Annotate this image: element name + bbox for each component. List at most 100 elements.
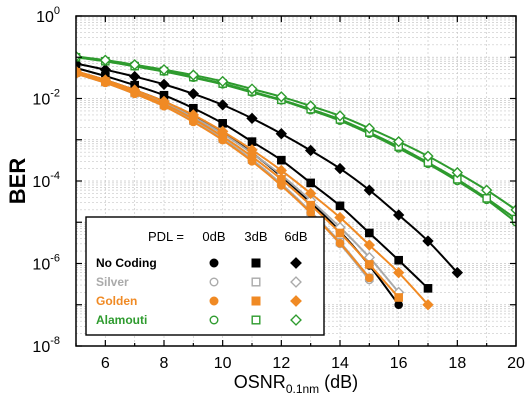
data-point-golden-6db	[128, 84, 141, 96]
data-point-golden-3db	[365, 260, 374, 269]
data-point-golden-6db	[334, 211, 346, 224]
y-tick-label-base: 10	[32, 339, 50, 356]
data-point-no-coding-6db	[275, 128, 288, 140]
legend-box	[85, 216, 325, 336]
series-golden-6db	[76, 65, 434, 311]
y-tick-label: 10-4	[32, 170, 60, 191]
data-point-alamouti-6db	[246, 83, 258, 95]
data-point-alamouti-6db	[422, 150, 434, 162]
axis-ticks	[75, 15, 517, 347]
data-point-alamouti-6db	[480, 184, 493, 196]
data-point-no-coding-6db	[128, 70, 141, 83]
legend-marker-circle	[209, 296, 219, 306]
data-point-golden-6db	[422, 299, 434, 311]
data-point-alamouti-6db	[187, 69, 200, 81]
legend-marker-square	[251, 296, 261, 306]
data-point-golden-0db	[365, 273, 374, 283]
y-tick-label-exponent: -2	[50, 88, 60, 100]
data-point-no-coding-3db	[335, 201, 345, 211]
data-point-alamouti-3db	[511, 214, 516, 224]
data-point-no-coding-6db	[422, 235, 434, 247]
data-point-golden-6db	[363, 239, 376, 251]
legend: PDL = 0dB 3dB 6dB No Coding Silver Golden Alamo…	[85, 216, 325, 336]
data-point-alamouti-6db	[128, 59, 141, 71]
y-tick-label-exponent: -4	[50, 170, 60, 182]
data-point-alamouti-6db	[363, 122, 376, 134]
data-point-golden-6db	[187, 109, 200, 121]
data-point-alamouti-6db	[76, 50, 82, 63]
data-point-no-coding-6db	[304, 144, 317, 157]
x-tick-label: 18	[448, 355, 466, 372]
x-tick-labels: 6 8 10 12 14 16 18 20	[101, 355, 525, 372]
data-point-golden-3db	[335, 228, 345, 238]
legend-marker-diamond	[290, 295, 302, 307]
data-point-alamouti-6db	[510, 204, 516, 216]
y-tick-label: 10-2	[32, 88, 60, 109]
series-line-alamouti-3db	[76, 56, 516, 220]
data-point-alamouti-6db	[392, 135, 405, 148]
x-axis-label-unit: (dB)	[324, 372, 358, 392]
y-tick-label-exponent: 0	[54, 5, 60, 17]
y-tick-label-base: 10	[32, 92, 50, 109]
data-point-golden-6db	[392, 266, 405, 279]
series-line-alamouti-6db	[76, 55, 516, 211]
y-tick-label-base: 10	[32, 174, 50, 191]
data-point-golden-6db	[246, 144, 258, 156]
legend-row-label: Silver	[96, 275, 129, 289]
legend-row-label: Golden	[96, 294, 137, 308]
legend-pdl-label: PDL =	[148, 229, 184, 244]
data-point-no-coding-3db	[423, 284, 433, 293]
data-point-alamouti-6db	[99, 54, 112, 66]
x-tick-label: 10	[214, 355, 232, 372]
x-axis-label-subscript: 0.1nm	[286, 382, 319, 396]
legend-marker-square	[251, 277, 261, 287]
data-point-alamouti-6db	[304, 100, 317, 112]
data-point-golden-6db	[275, 164, 288, 177]
data-point-no-coding-0db	[394, 300, 403, 310]
legend-row-label: Alamouti	[96, 313, 147, 327]
data-point-no-coding-6db	[216, 99, 229, 111]
legend-marker-diamond	[290, 314, 302, 326]
data-point-alamouti-6db	[216, 75, 229, 88]
x-tick-label: 6	[101, 355, 110, 372]
legend-marker-square	[251, 258, 261, 268]
legend-marker-diamond	[290, 257, 302, 269]
x-axis-label: OSNR0.1nm (dB)	[234, 372, 358, 396]
legend-marker-diamond	[290, 276, 302, 288]
y-tick-label-exponent: -8	[50, 335, 60, 347]
data-point-no-coding-3db	[277, 155, 286, 165]
data-point-golden-0db	[306, 208, 315, 218]
legend-marker-circle	[209, 258, 219, 268]
y-tick-label: 100	[36, 5, 60, 26]
legend-row-label: No Coding	[96, 256, 157, 270]
data-point-golden-3db	[306, 200, 315, 210]
data-point-no-coding-3db	[365, 228, 374, 238]
data-point-no-coding-6db	[451, 266, 464, 279]
data-point-no-coding-6db	[334, 162, 346, 175]
data-point-no-coding-3db	[306, 178, 315, 188]
y-tick-label: 10-6	[32, 253, 60, 274]
data-point-alamouti-6db	[275, 91, 288, 103]
y-tick-label: 10-8	[32, 335, 60, 356]
legend-pdl-column: 6dB	[284, 229, 307, 244]
data-point-no-coding-6db	[158, 78, 170, 91]
legend-marker-circle	[209, 315, 219, 325]
data-point-golden-6db	[76, 65, 82, 77]
data-point-no-coding-6db	[246, 112, 258, 125]
series-alamouti-6db	[76, 50, 516, 216]
x-axis-label-main: OSNR	[234, 372, 286, 392]
data-point-alamouti-6db	[451, 166, 464, 179]
x-tick-label: 12	[272, 355, 290, 372]
data-point-golden-3db	[394, 293, 403, 302]
y-tick-label-base: 10	[32, 257, 50, 274]
series-layer	[76, 50, 516, 311]
x-tick-label: 20	[507, 355, 525, 372]
x-tick-label: 14	[331, 355, 349, 372]
data-point-no-coding-6db	[363, 184, 376, 196]
data-point-golden-6db	[304, 187, 317, 200]
legend-pdl-column: 0dB	[202, 229, 225, 244]
data-point-no-coding-3db	[394, 255, 403, 265]
data-point-golden-0db	[335, 238, 345, 248]
